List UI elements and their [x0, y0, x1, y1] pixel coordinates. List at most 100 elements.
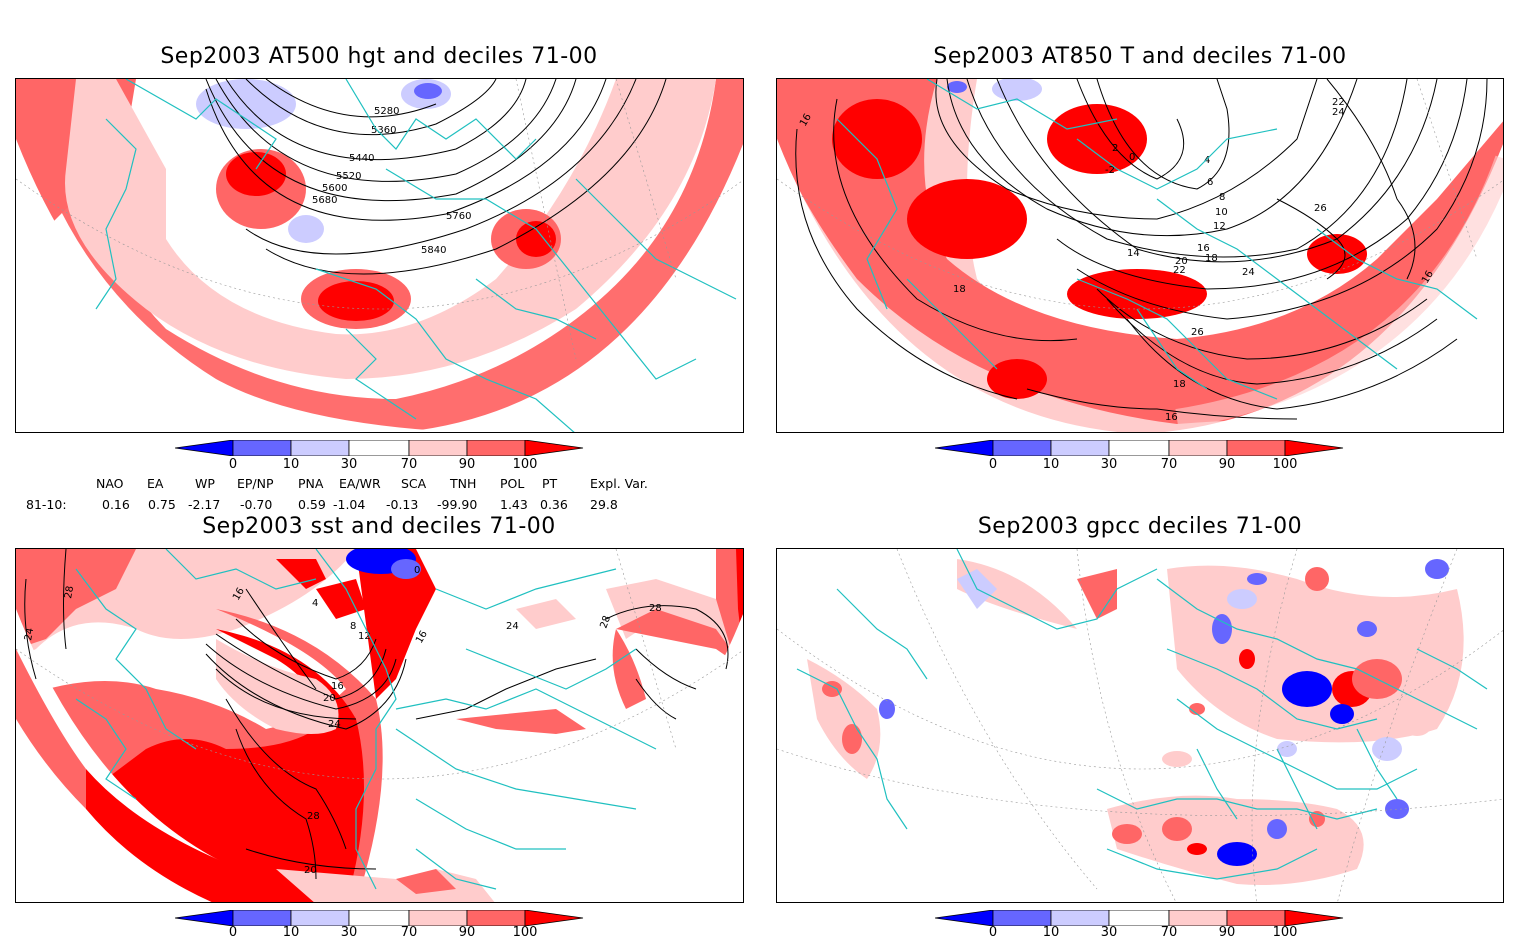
colorbar-tick-label: 10	[1042, 925, 1060, 940]
map-hgt500: 5280 5360 5440 5520 5600 5680 5760 5840	[16, 79, 743, 432]
contour-label: 5600	[322, 183, 347, 194]
colorbar-tick-label: 0	[988, 925, 998, 940]
colorbar-sst: 0 10 30 70 90 100	[174, 909, 595, 950]
map-panel-sst: 28 24 16 4 8 12 16 20 24 28 28 28 20 24 …	[15, 548, 744, 903]
colorbar-tick-label: 90	[1218, 457, 1236, 472]
colorbar-tick-label: 100	[1272, 925, 1298, 940]
index-name: EP/NP	[237, 476, 274, 491]
index-value: -99.90	[437, 497, 478, 512]
colorbar-bar	[934, 439, 1344, 457]
contour-label: 28	[307, 811, 320, 822]
contour-label: 5440	[349, 153, 374, 164]
colorbar-gpcc: 0 10 30 70 90 100	[934, 909, 1355, 950]
contour-label: 5680	[312, 195, 337, 206]
contour-label: 24	[1242, 267, 1255, 278]
colorbar-bar	[174, 909, 584, 927]
colorbar-tick-label: 70	[400, 925, 418, 940]
colorbar-tick-label: 30	[340, 925, 358, 940]
contour-label: 16	[1197, 243, 1210, 254]
contour-label: 16	[1165, 412, 1178, 423]
map-t850: 16 22 24 2 0 -2 4 6 8 10 12 14 16 18 20 …	[777, 79, 1503, 432]
index-value: 29.8	[590, 497, 618, 512]
contour-label: 12	[1213, 221, 1226, 232]
contour-label: 0	[414, 565, 420, 576]
index-name: EA/WR	[339, 476, 381, 491]
colorbar-t850: 0 10 30 70 90 100	[934, 439, 1355, 480]
colorbar-tick-label: 10	[282, 925, 300, 940]
index-name: SCA	[401, 476, 427, 491]
index-value: 0.36	[540, 497, 568, 512]
contour-label: 8	[1219, 192, 1225, 203]
index-value: -0.13	[386, 497, 419, 512]
contour-label: -2	[1105, 165, 1115, 176]
colorbar-tick-label: 10	[1042, 457, 1060, 472]
colorbar-tick-label: 0	[988, 457, 998, 472]
index-value: 1.43	[500, 497, 528, 512]
contour-label: 10	[1215, 207, 1228, 218]
index-name: NAO	[96, 476, 124, 491]
contour-label: 28	[63, 585, 76, 599]
contour-label: 22	[1173, 265, 1186, 276]
colorbar-tick-label: 70	[1160, 925, 1178, 940]
panel-title-sst: Sep2003 sst and deciles 71-00	[202, 514, 556, 539]
colorbar-tick-label: 90	[1218, 925, 1236, 940]
contour-label: 20	[323, 693, 336, 704]
map-panel-gpcc	[776, 548, 1504, 903]
contour-label: 14	[1127, 248, 1140, 259]
contour-label: 24	[23, 627, 36, 641]
contour-label: 20	[304, 865, 317, 876]
contour-label: 18	[953, 284, 966, 295]
colorbar-tick-label: 70	[1160, 457, 1178, 472]
contour-label: 5280	[374, 106, 399, 117]
colorbar-tick-label: 30	[340, 457, 358, 472]
contour-label: 24	[506, 621, 519, 632]
colorbar-tick-label: 100	[512, 457, 538, 472]
colorbar-bar	[174, 439, 584, 457]
index-value: 0.59	[298, 497, 326, 512]
contour-label: 24	[1332, 107, 1345, 118]
contour-label: 24	[328, 719, 341, 730]
contour-label: 5760	[446, 211, 471, 222]
colorbar-tick-label: 70	[400, 457, 418, 472]
colorbar-tick-label: 10	[282, 457, 300, 472]
contour-label: 8	[350, 621, 356, 632]
map-panel-hgt500: 5280 5360 5440 5520 5600 5680 5760 5840	[15, 78, 744, 433]
contour-label: 18	[1205, 253, 1218, 264]
contour-label: 5520	[336, 171, 361, 182]
colorbar-tick-label: 100	[1272, 457, 1298, 472]
contour-label: 12	[358, 631, 371, 642]
contour-label: 16	[331, 681, 344, 692]
index-value: -2.17	[188, 497, 221, 512]
contour-label: 26	[1191, 327, 1204, 338]
index-name: Expl. Var.	[590, 476, 648, 491]
panel-title-t850: Sep2003 AT850 T and deciles 71-00	[933, 44, 1347, 69]
colorbar-tick-label: 0	[228, 925, 238, 940]
index-name: POL	[500, 476, 525, 491]
contour-label: 4	[312, 598, 318, 609]
colorbar-tick-label: 90	[458, 925, 476, 940]
map-panel-t850: 16 22 24 2 0 -2 4 6 8 10 12 14 16 18 20 …	[776, 78, 1504, 433]
contour-label: 5360	[371, 125, 396, 136]
contour-label: 18	[1173, 379, 1186, 390]
index-value: -0.70	[240, 497, 273, 512]
panel-title-gpcc: Sep2003 gpcc deciles 71-00	[977, 514, 1303, 539]
colorbar-tick-label: 0	[228, 457, 238, 472]
colorbar-bar	[934, 909, 1344, 927]
colorbar-tick-label: 30	[1100, 457, 1118, 472]
index-name: WP	[195, 476, 215, 491]
contour-label: 6	[1207, 177, 1213, 188]
index-name: PT	[542, 476, 558, 491]
index-value: 0.75	[148, 497, 176, 512]
contour-label: 20	[1175, 256, 1188, 267]
index-value: 0.16	[102, 497, 130, 512]
index-value: -1.04	[333, 497, 366, 512]
contour-label: 28	[649, 603, 662, 614]
contour-label: 0	[1129, 152, 1135, 163]
contour-label: 28	[598, 614, 613, 630]
contour-label: 22	[1332, 97, 1345, 108]
colorbar-tick-label: 30	[1100, 925, 1118, 940]
index-row-label: 81-10:	[26, 497, 67, 512]
contour-label: 2	[1112, 143, 1118, 154]
map-sst: 28 24 16 4 8 12 16 20 24 28 28 28 20 24 …	[16, 549, 743, 902]
contour-label: 26	[1314, 203, 1327, 214]
